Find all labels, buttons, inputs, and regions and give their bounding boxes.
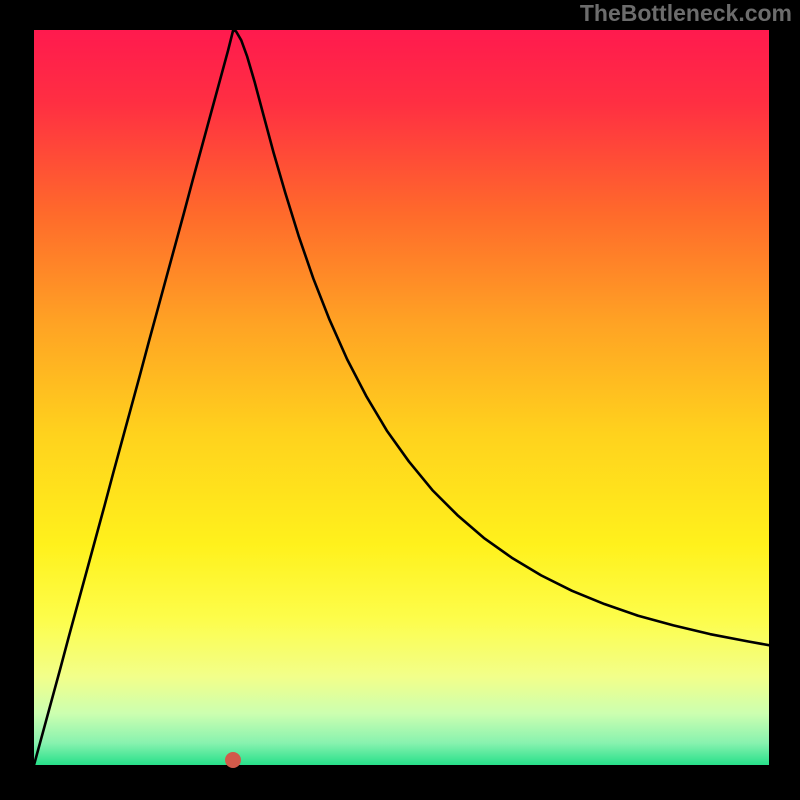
optimal-point-marker: [225, 752, 241, 768]
watermark-text: TheBottleneck.com: [580, 0, 792, 27]
bottleneck-curve: [34, 30, 769, 765]
chart-stage: TheBottleneck.com: [0, 0, 800, 800]
plot-area: [34, 30, 769, 765]
